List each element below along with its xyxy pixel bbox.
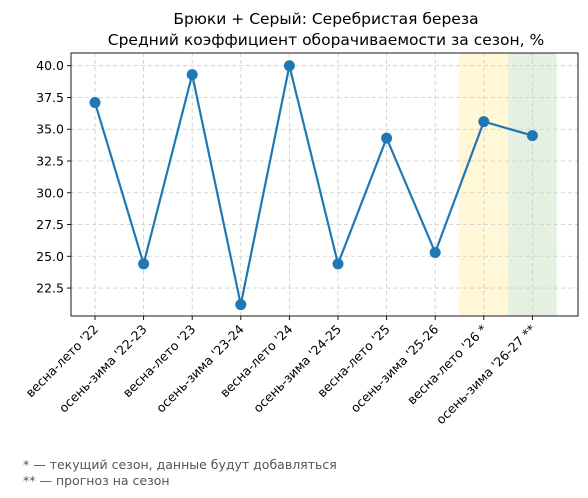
data-point-7 [429,246,441,258]
series-line-0 [93,64,533,306]
plot-area: 22.525.027.530.032.535.037.540.0весна-ле… [22,52,579,428]
data-point-6 [381,132,393,144]
chart-subtitle: Средний коэффициент оборачиваемости за с… [108,31,544,49]
data-point-5 [332,258,344,270]
y-tick-label-3: 30.0 [36,185,64,200]
data-point-9 [526,130,538,142]
x-tick-label-5: осень-зима '24-25 [250,322,344,416]
data-point-2 [186,69,198,81]
footnote-current-season: * — текущий сезон, данные будут добавлят… [23,457,337,472]
y-tick-label-6: 37.5 [36,90,64,105]
x-tick-label-1: осень-зима '22-23 [56,322,150,416]
line-chart: Брюки + Серый: Серебристая береза Средни… [22,10,579,428]
y-tick-label-4: 32.5 [36,153,64,168]
data-point-3 [235,299,247,311]
x-tick-label-7: осень-зима '25-26 [347,321,441,415]
highlight-band-8 [459,53,509,316]
y-tick-label-2: 27.5 [36,217,64,232]
y-tick-label-5: 35.0 [36,122,64,137]
y-tick-label-7: 40.0 [36,58,64,73]
y-tick-label-1: 25.0 [36,249,64,264]
data-point-1 [138,258,150,270]
x-tick-label-3: осень-зима '23-24 [153,321,247,415]
y-tick-label-0: 22.5 [36,281,64,296]
data-point-8 [478,116,490,128]
highlight-band-9 [508,53,557,316]
plot-frame [70,52,579,317]
x-tick-label-9: осень-зима '26-27 ** [433,322,539,428]
data-point-0 [89,97,101,109]
footnote-forecast: ** — прогноз на сезон [23,473,170,488]
data-point-4 [283,60,295,72]
chart-title: Брюки + Серый: Серебристая береза [173,10,478,28]
